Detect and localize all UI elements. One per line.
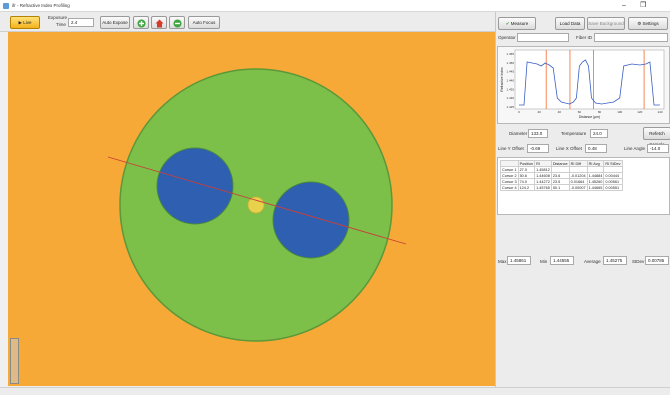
- max-value: 1.45861: [507, 256, 531, 265]
- max-label: Max: [498, 259, 507, 264]
- zoom-out-button[interactable]: [169, 16, 185, 29]
- y-tick-label: 1.430: [506, 96, 514, 100]
- measure-icon: ✔: [505, 21, 511, 26]
- table-cell: 50.1: [550, 184, 570, 191]
- diameter-input[interactable]: 133.0: [528, 129, 548, 138]
- table-cell: 1.45765: [534, 184, 552, 191]
- measure-button-label: Measure: [510, 21, 529, 26]
- diameter-label: Diameter: [509, 131, 528, 136]
- live-button-label: Live: [23, 20, 32, 25]
- line-angle-input[interactable]: -14.0: [647, 144, 669, 153]
- y-tick-label: 1.425: [506, 105, 514, 109]
- save-background-button[interactable]: Save Background: [587, 17, 625, 30]
- exposure-time-input[interactable]: 2.4: [68, 18, 94, 27]
- stdev-label: StDev: [632, 259, 645, 264]
- table-cell: 1.44665: [586, 184, 605, 191]
- table-cell: 0.00551: [603, 184, 623, 191]
- auto-focus-button[interactable]: Auto Focus: [188, 16, 220, 29]
- stress-rod-left: [156, 147, 234, 225]
- x-tick-label: 140: [657, 110, 662, 114]
- fiber-image-viewer[interactable]: [8, 32, 495, 386]
- refetch-sample-button[interactable]: Refetch Sample: [643, 127, 670, 147]
- refractive-index-plot[interactable]: 1.455 1.450 1.445 1.440 1.435 1.430 1.425 0 20 40…: [497, 46, 670, 124]
- exposure-label: Exposure: [48, 15, 68, 20]
- profile-chart: 1.455 1.450 1.445 1.440 1.435 1.430 1.425 0 20 40…: [500, 49, 665, 119]
- settings-button[interactable]: ⚙ Settings: [628, 17, 668, 30]
- minimize-button[interactable]: –: [622, 2, 626, 9]
- cursor-data-table: Position RI Distance RI Diff RI Avg RI StDev …: [500, 160, 623, 191]
- settings-button-label: Settings: [642, 21, 659, 26]
- x-tick-label: 0: [518, 110, 520, 114]
- home-icon: [155, 19, 164, 28]
- y-tick-label: 1.440: [506, 79, 514, 83]
- x-tick-label: 100: [617, 110, 622, 114]
- home-button[interactable]: [151, 16, 167, 29]
- restore-button[interactable]: ❐: [640, 2, 647, 9]
- x-tick-label: 120: [637, 110, 642, 114]
- load-data-button[interactable]: Load Data: [555, 17, 585, 30]
- zoom-in-icon: [137, 19, 146, 28]
- auto-expose-button[interactable]: Auto Expose: [100, 16, 130, 29]
- measure-button[interactable]: ✔ Measure: [498, 17, 536, 30]
- status-bar: [0, 387, 670, 395]
- fiber-id-input[interactable]: [594, 33, 668, 42]
- y-tick-label: 1.455: [506, 52, 514, 56]
- table-cell: -0.00007: [568, 184, 588, 191]
- live-button[interactable]: ▶ Live: [10, 16, 40, 29]
- scan-line: [107, 156, 407, 245]
- line-x-offset-label: Line X Offset: [556, 146, 582, 151]
- stdev-value: 0.00785: [645, 256, 669, 265]
- x-tick-label: 20: [537, 110, 541, 114]
- fiber-core: [247, 196, 265, 214]
- y-tick-label: 1.445: [506, 70, 514, 74]
- zoom-in-button[interactable]: [133, 16, 149, 29]
- min-label: Min: [540, 259, 548, 264]
- fiber-cross-section: [107, 68, 407, 342]
- operator-input[interactable]: [517, 33, 569, 42]
- cursor-table[interactable]: Position RI Distance RI Diff RI Avg RI StDev …: [497, 157, 670, 215]
- window-title: ifr - Refractive Index Profiling: [12, 3, 70, 8]
- average-label: Average: [584, 259, 601, 264]
- refractive-index-trace: [519, 59, 660, 106]
- line-x-offset-input[interactable]: 0.48: [585, 144, 607, 153]
- line-angle-label: Line Angle: [624, 146, 646, 151]
- table-row[interactable]: Cursor 4 124.2 1.45765 50.1 -0.00007 1.44665 0…: [500, 184, 623, 191]
- table-cell: 124.2: [517, 184, 536, 191]
- stress-rod-right: [272, 181, 350, 259]
- temperature-label: Temperature: [561, 131, 587, 136]
- zoom-slider[interactable]: [10, 338, 19, 384]
- x-tick-label: 80: [598, 110, 602, 114]
- fiber-id-label: Fiber ID: [576, 35, 593, 40]
- y-tick-label: 1.435: [506, 87, 514, 91]
- temperature-input[interactable]: 24.0: [590, 129, 608, 138]
- toolbar: ▶ Live Exposure Time 2.4 Auto Expose Aut…: [0, 12, 495, 32]
- average-value: 1.45275: [603, 256, 627, 265]
- settings-icon: ⚙: [637, 21, 643, 26]
- x-axis-label: Distance (µm): [579, 115, 600, 119]
- live-icon: ▶: [18, 20, 24, 25]
- title-bar: ifr - Refractive Index Profiling – ❐: [0, 0, 670, 12]
- line-y-offset-input[interactable]: -0.69: [527, 144, 549, 153]
- table-cell: Cursor 4: [500, 184, 519, 191]
- app-icon: [3, 3, 9, 9]
- exposure-time-label: Time: [56, 22, 66, 27]
- x-tick-label: 60: [578, 110, 582, 114]
- min-value: 1.44555: [550, 256, 574, 265]
- line-y-offset-label: Line Y Offset: [498, 146, 524, 151]
- y-axis-label: Refractive Index: [500, 67, 504, 92]
- operator-label: Operator: [498, 35, 516, 40]
- y-tick-label: 1.450: [506, 61, 514, 65]
- x-tick-label: 40: [558, 110, 562, 114]
- zoom-out-icon: [173, 19, 182, 28]
